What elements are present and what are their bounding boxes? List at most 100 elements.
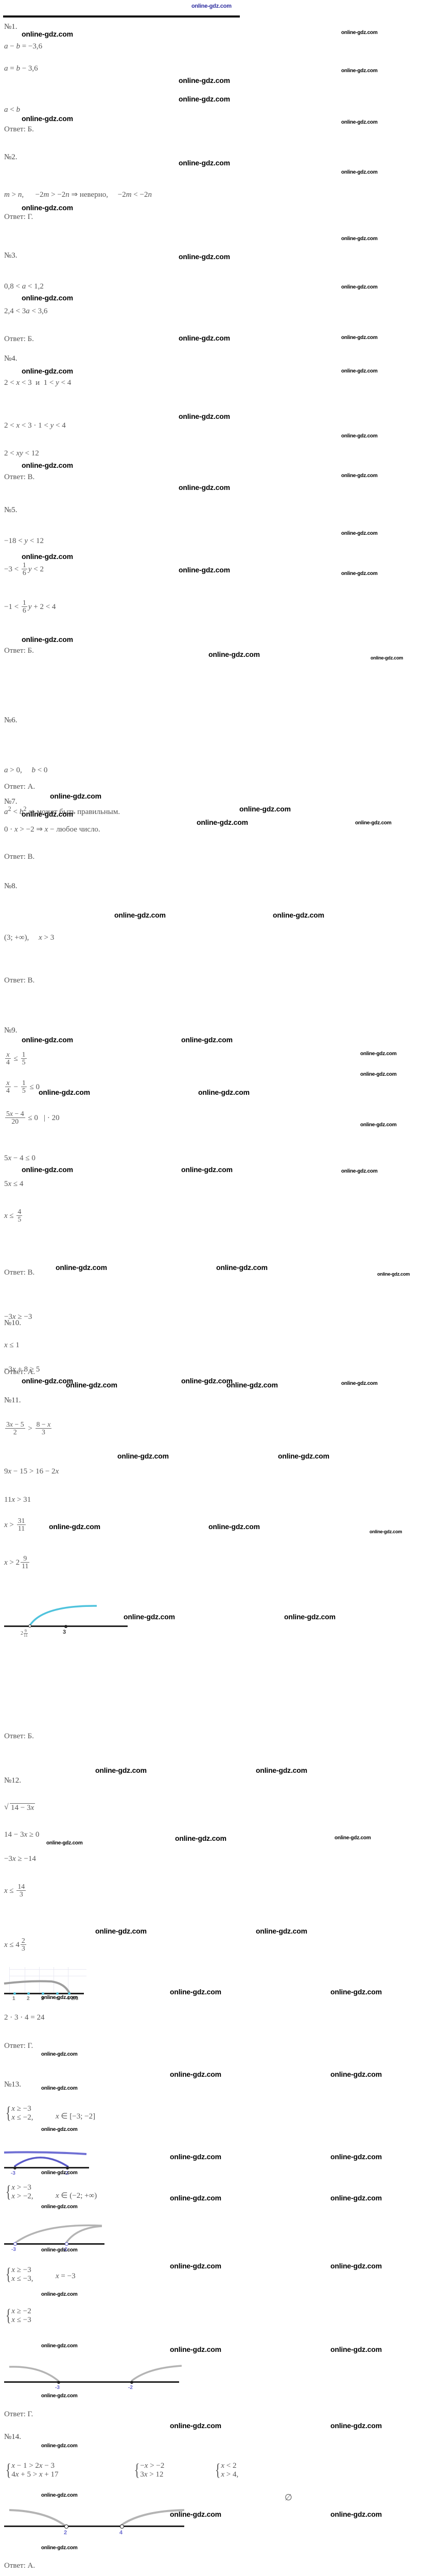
- closed-point--3: [13, 2166, 16, 2170]
- watermark: online-gdz.com: [175, 1834, 226, 1842]
- tick-label--2: -2: [64, 2171, 68, 2176]
- task-13-system-3: { x ≥ −3 x ≤ −3,: [5, 2265, 33, 2284]
- watermark: online-gdz.com: [355, 820, 392, 826]
- task-8-line-0: (3; +∞), x > 3: [4, 934, 55, 942]
- task-number-8: №8.: [4, 882, 17, 890]
- closed-point--3: [57, 2381, 60, 2384]
- watermark: online-gdz.com: [41, 2204, 78, 2210]
- watermark: online-gdz.com: [273, 911, 324, 919]
- closed-point--2: [130, 2381, 133, 2384]
- watermark: online-gdz.com: [22, 552, 73, 561]
- tick-label-2: 2: [64, 2530, 67, 2536]
- watermark: online-gdz.com: [179, 334, 230, 342]
- brace-icon: {: [5, 2182, 11, 2201]
- watermark: online-gdz.com: [22, 204, 73, 212]
- task-11-line-1: 9x − 15 > 16 − 2x: [4, 1467, 59, 1476]
- axis-line: [4, 2243, 104, 2245]
- watermark: online-gdz.com: [41, 2086, 78, 2091]
- task-12-line-2: −3x ≥ −14: [4, 1855, 36, 1863]
- watermark: online-gdz.com: [179, 95, 230, 103]
- task-1-answer: Ответ: Б.: [4, 125, 34, 133]
- watermark: online-gdz.com: [198, 1088, 250, 1096]
- watermark: online-gdz.com: [22, 294, 73, 302]
- open-point-4: [120, 2524, 124, 2529]
- open-point--3: [13, 2242, 17, 2246]
- task-number-10: №10.: [4, 1319, 22, 1327]
- watermark: online-gdz.com: [41, 2127, 78, 2132]
- task-12-answer: Ответ: Г.: [4, 2042, 33, 2050]
- watermark: online-gdz.com: [117, 1452, 169, 1460]
- watermark: online-gdz.com: [360, 1122, 397, 1128]
- tick-label-4: 4: [119, 2530, 123, 2536]
- task-11-line-2: 11x > 31: [4, 1496, 31, 1504]
- watermark: online-gdz.com: [170, 2070, 221, 2078]
- watermark: online-gdz.com: [341, 236, 378, 242]
- watermark: online-gdz.com: [22, 30, 73, 38]
- watermark: online-gdz.com: [22, 461, 73, 469]
- watermark: online-gdz.com: [41, 2292, 78, 2297]
- tick-label: 3: [63, 1629, 66, 1635]
- watermark: online-gdz.com: [371, 655, 403, 660]
- open-point-2: [64, 2524, 68, 2529]
- brace-icon: {: [5, 2461, 11, 2480]
- watermark: online-gdz.com: [256, 1766, 307, 1774]
- watermark: online-gdz.com: [22, 1377, 73, 1385]
- watermark: online-gdz.com: [216, 1263, 268, 1272]
- task-9-line-3: 5x − 4 ≤ 0: [4, 1154, 36, 1162]
- top-divider: [3, 15, 240, 18]
- number-line-13c: -3 -2: [4, 2359, 189, 2395]
- watermark: online-gdz.com: [41, 2052, 78, 2057]
- task-11-answer: Ответ: Б.: [4, 1732, 34, 1740]
- watermark: online-gdz.com: [41, 1995, 78, 2001]
- tick-label-4: 4: [56, 1996, 59, 2002]
- arc-blue-pair: [4, 2151, 87, 2168]
- watermark: online-gdz.com: [256, 1927, 307, 1935]
- watermark: online-gdz.com: [330, 2194, 382, 2202]
- number-line-13b: -3 -2: [4, 2221, 159, 2257]
- axis-line: [4, 2381, 179, 2383]
- watermark: online-gdz.com: [22, 367, 73, 375]
- tick-label--2: -2: [128, 2385, 133, 2391]
- watermark: online-gdz.com: [170, 2194, 221, 2202]
- watermark: online-gdz.com: [284, 1613, 336, 1621]
- brace-icon: {: [134, 2461, 140, 2480]
- watermark: online-gdz.com: [179, 252, 230, 261]
- task-11-line-4: x > 2 9 11: [4, 1554, 30, 1570]
- watermark-top: online-gdz.com: [191, 3, 232, 9]
- watermark: online-gdz.com: [341, 473, 378, 479]
- watermark: online-gdz.com: [341, 68, 378, 74]
- task-number-6: №6.: [4, 716, 17, 724]
- number-line-11: 3 2 9 11: [4, 1601, 133, 1650]
- task-10-line-xle1: x ≤ 1: [4, 1341, 20, 1349]
- task-13-system-2: { x > −3 x > −2,: [5, 2182, 33, 2201]
- tick-label-1: 1: [12, 1996, 15, 2002]
- watermark: online-gdz.com: [341, 120, 378, 125]
- task-13-interval-2: x ∈ (−2; +∞): [56, 2192, 97, 2200]
- watermark: online-gdz.com: [41, 2170, 78, 2176]
- arc-gray-pair: [9, 2509, 185, 2527]
- watermark: online-gdz.com: [341, 368, 378, 374]
- watermark: online-gdz.com: [41, 2493, 78, 2498]
- watermark: online-gdz.com: [170, 2345, 221, 2353]
- arc-gray: [4, 1980, 71, 1994]
- watermark: online-gdz.com: [208, 1522, 260, 1531]
- task-number-1: №1.: [4, 23, 17, 31]
- task-7-line-0: 0 · x > −2 ⇒ x − любое число.: [4, 825, 100, 834]
- watermark: online-gdz.com: [41, 2343, 78, 2349]
- task-13-system-1: { x ≥ −3 x ≤ −2,: [5, 2104, 33, 2123]
- tick-label-3: 3: [41, 1996, 44, 2002]
- watermark: online-gdz.com: [341, 531, 378, 536]
- watermark: online-gdz.com: [370, 1529, 402, 1534]
- watermark: online-gdz.com: [341, 571, 378, 577]
- brace-icon: {: [5, 2306, 11, 2325]
- task-13-system-4: { x ≥ −2 x ≤ −3: [5, 2306, 31, 2325]
- watermark: online-gdz.com: [208, 650, 260, 658]
- point-4: [56, 1992, 59, 1995]
- closed-point--2: [66, 2166, 69, 2170]
- task-10-line-0: −3x + 8 ≥ 5: [4, 1365, 40, 1374]
- task-number-5: №5.: [4, 506, 17, 514]
- number-line-14: 2 4: [4, 2503, 200, 2541]
